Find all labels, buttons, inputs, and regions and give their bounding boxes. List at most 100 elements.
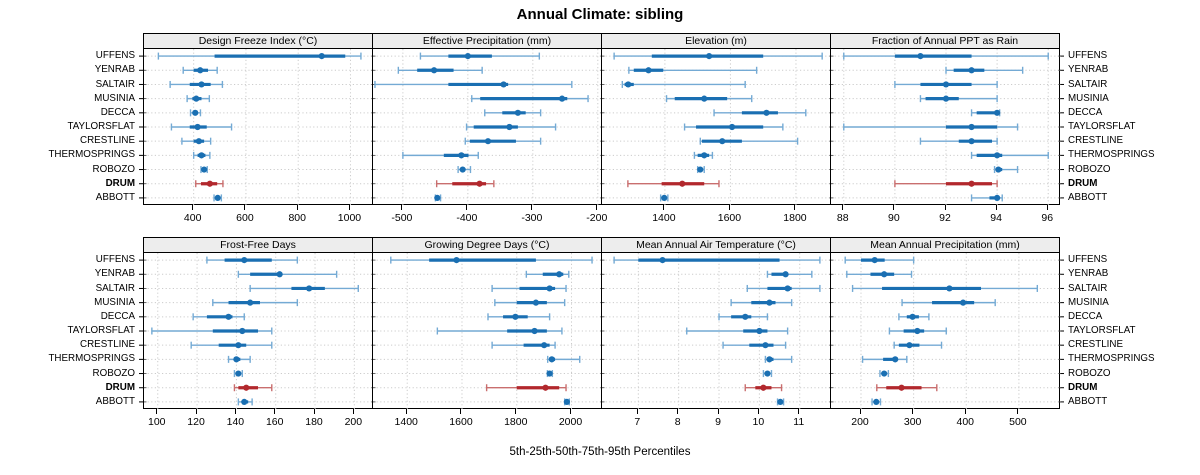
station-label-robozo: ROBOZO	[1068, 163, 1111, 175]
panel-title: Growing Degree Days (°C)	[372, 237, 602, 253]
axis-tick-label: 500	[1009, 416, 1027, 428]
station-labels-right: UFFENS YENRAB SALTAIR MUSINIA DECCA TAYLORSFL…	[1064, 253, 1195, 409]
station-label-crestline: CRESTLINE	[1068, 135, 1123, 147]
panel-design-freeze-index-c: Design Freeze Index (°C) 400 600 800 1000	[143, 33, 374, 233]
axis-tick-label: 96	[1041, 212, 1054, 224]
axis-tick-mark	[757, 409, 759, 414]
station-label-taylorsflat: TAYLORSFLAT	[1068, 325, 1136, 337]
axis-tick-label: 100	[147, 416, 166, 428]
station-label-musinia: MUSINIA	[94, 296, 135, 308]
axis-tick-label: 200	[344, 416, 363, 428]
axis-tick-mark	[893, 205, 895, 210]
axis-tick-label: 180	[305, 416, 323, 428]
x-axis: 1400 1600 1800 2000	[372, 409, 602, 437]
axis-tick-label: 1800	[783, 212, 807, 224]
axis-tick-mark	[912, 409, 914, 414]
station-label-decca: DECCA	[1068, 106, 1103, 118]
x-axis: 400 600 800 1000	[143, 205, 373, 233]
axis-tick-label: 160	[265, 416, 284, 428]
station-label-abbott: ABBOTT	[95, 395, 135, 407]
panel-mean-annual-precipitation-mm: Mean Annual Precipitation (mm) 200 300 400 5…	[830, 237, 1061, 437]
axis-tick-mark	[296, 205, 298, 210]
station-label-crestline: CRESTLINE	[80, 135, 135, 147]
x-axis: 200 300 400 500	[830, 409, 1060, 437]
page-title: Annual Climate: sibling	[516, 6, 684, 23]
axis-tick-mark	[401, 205, 403, 210]
dot-plot-canvas	[602, 49, 832, 205]
axis-tick-mark	[570, 409, 571, 414]
axis-tick-label: 400	[183, 212, 202, 224]
panel-row-1: UFFENS YENRAB SALTAIR MUSINIA DECCA TAYLORSFL…	[0, 237, 1195, 437]
axis-tick-mark	[798, 409, 800, 414]
axis-tick-mark	[405, 409, 407, 414]
station-labels-right: UFFENS YENRAB SALTAIR MUSINIA DECCA TAYLORSFL…	[1064, 49, 1195, 205]
station-label-robozo: ROBOZO	[92, 367, 135, 379]
axis-tick-mark	[460, 409, 462, 414]
station-label-taylorsflat: TAYLORSFLAT	[1068, 121, 1136, 133]
station-label-musinia: MUSINIA	[1068, 296, 1109, 308]
dot-plot	[143, 253, 374, 409]
station-label-drum: DRUM	[1068, 381, 1098, 393]
station-label-uffens: UFFENS	[1068, 50, 1108, 62]
station-label-yenrab: YENRAB	[94, 268, 135, 280]
station-label-crestline: CRESTLINE	[1068, 339, 1123, 351]
dot-plot-canvas	[373, 253, 603, 409]
panel-frost-free-days: Frost-Free Days 100 120 140 160 180 200	[143, 237, 374, 437]
axis-tick-mark	[195, 409, 197, 414]
panel-title: Fraction of Annual PPT as Rain	[830, 33, 1060, 49]
station-label-decca: DECCA	[100, 106, 135, 118]
dot-plot-canvas	[144, 253, 374, 409]
axis-tick-mark	[192, 205, 194, 210]
station-labels-left: UFFENS YENRAB SALTAIR MUSINIA DECCA TAYLORSFL…	[0, 49, 139, 205]
axis-tick-label: 92	[939, 212, 951, 224]
panel-effective-precipitation-mm: Effective Precipitation (mm) -500 -400 -300…	[372, 33, 607, 233]
axis-tick-mark	[156, 409, 158, 414]
axis-tick-label: 120	[187, 416, 205, 428]
station-label-thermosprings: THERMOSPRINGS	[1068, 149, 1155, 161]
panel-title: Design Freeze Index (°C)	[143, 33, 373, 49]
station-label-crestline: CRESTLINE	[80, 339, 135, 351]
station-label-decca: DECCA	[1068, 310, 1103, 322]
x-axis: -500 -400 -300 -200	[372, 205, 607, 233]
dot-plot-canvas	[144, 49, 374, 205]
dot-plot	[601, 49, 832, 205]
axis-tick-mark	[859, 409, 861, 414]
axis-tick-label: 94	[990, 212, 1002, 224]
axis-tick-label: 88	[836, 212, 849, 224]
dot-plot-canvas	[831, 253, 1061, 409]
panel-row-0: UFFENS YENRAB SALTAIR MUSINIA DECCA TAYLORSFL…	[0, 33, 1195, 233]
axis-tick-mark	[717, 409, 719, 414]
axis-tick-mark	[1046, 205, 1048, 210]
axis-tick-label: 1000	[337, 212, 362, 224]
station-label-abbott: ABBOTT	[1068, 191, 1108, 203]
station-label-drum: DRUM	[105, 381, 135, 393]
axis-tick-label: 8	[674, 416, 681, 428]
station-label-decca: DECCA	[100, 310, 135, 322]
station-label-robozo: ROBOZO	[1068, 367, 1111, 379]
station-label-abbott: ABBOTT	[95, 191, 135, 203]
panel-title: Elevation (m)	[601, 33, 831, 49]
station-label-taylorsflat: TAYLORSFLAT	[67, 325, 135, 337]
panel-fraction-of-annual-ppt-as-rain: Fraction of Annual PPT as Rain 88 90 92 94 96	[830, 33, 1061, 233]
axis-tick-mark	[348, 205, 350, 210]
axis-tick-label: 7	[634, 416, 641, 428]
axis-tick-mark	[995, 205, 997, 210]
panel-elevation-m: Elevation (m) 1400 1600 1800	[601, 33, 832, 233]
axis-tick-label: 200	[851, 416, 869, 428]
axis-tick-label: 300	[903, 416, 922, 428]
axis-tick-mark	[274, 409, 276, 414]
axis-tick-mark	[352, 409, 354, 414]
station-label-saltair: SALTAIR	[1068, 282, 1108, 294]
station-label-taylorsflat: TAYLORSFLAT	[67, 121, 135, 133]
station-label-saltair: SALTAIR	[95, 282, 135, 294]
percentiles-caption: 5th-25th-50th-75th-95th Percentiles	[509, 446, 691, 458]
axis-tick-mark	[944, 205, 946, 210]
station-label-yenrab: YENRAB	[1068, 64, 1109, 76]
axis-tick-label: 90	[888, 212, 900, 224]
axis-tick-mark	[234, 409, 236, 414]
axis-tick-label: 1800	[504, 416, 528, 428]
panel-title: Mean Annual Precipitation (mm)	[830, 237, 1060, 253]
dot-plot	[372, 253, 603, 409]
dot-plot-canvas	[831, 49, 1061, 205]
